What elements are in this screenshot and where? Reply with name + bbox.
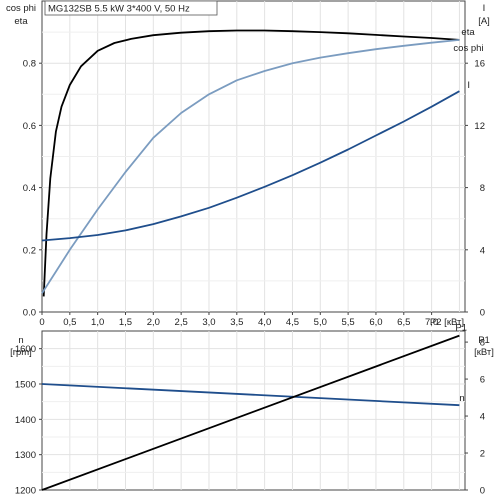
right-axis-tick-label: 12 [474,121,485,132]
x-axis-tick-label: 1,5 [119,317,132,328]
x-axis-tick-label: 4,0 [258,317,271,328]
series-label-cos-phi: cos phi [453,43,483,54]
chart-title: MG132SB 5.5 kW 3*400 V, 50 Hz [48,4,190,15]
x-axis-tick-label: 6,0 [369,317,382,328]
x-axis-tick-label: 2,5 [175,317,188,328]
bottom-chart-speed-power: 1200130014001500160002468n[rpm]P1[кВт]nP… [10,323,494,497]
left-axis-tick-label: 1600 [15,344,36,355]
x-axis-tick-label: 3,5 [230,317,243,328]
left-axis-title: n [18,335,23,346]
left-axis-tick-label: 0.0 [23,308,36,319]
series-line-eta [42,29,460,297]
series-line-I [41,90,460,242]
series-line-n [41,383,460,407]
series-line-P1 [41,334,460,491]
right-axis-title: [A] [478,16,490,27]
plot-frame [41,330,466,491]
left-axis-title: eta [14,16,28,27]
x-axis-tick-label: 3,0 [202,317,215,328]
left-axis-tick-label: 0.4 [23,183,36,194]
left-axis-title: cos phi [6,3,36,14]
right-axis-tick-label: 4 [480,245,485,256]
left-axis-tick-label: 0.2 [23,245,36,256]
x-axis-tick-label: 0,5 [63,317,76,328]
x-axis-title: P2 [кВт] [430,317,464,328]
x-axis-tick-label: 7,0 [425,317,438,328]
x-axis-tick-label: 2,0 [147,317,160,328]
right-axis-title: I [483,3,486,14]
left-axis-tick-label: 1400 [15,415,36,426]
right-axis-tick-label: 8 [480,183,485,194]
x-axis-tick-label: 0 [39,317,44,328]
right-axis-tick-label: 16 [474,59,485,70]
series-label-I: I [467,80,470,91]
right-axis-title: [кВт] [474,347,494,358]
left-axis-tick-label: 1200 [15,486,36,497]
left-axis-tick-label: 1300 [15,450,36,461]
series-label-eta: eta [461,27,475,38]
x-axis-tick-label: 1,0 [91,317,104,328]
x-axis-tick-label: 5,0 [314,317,327,328]
series-line-cos-phi [41,39,460,294]
left-axis-tick-label: 1500 [15,380,36,391]
left-axis-title: [rpm] [10,347,32,358]
top-chart-efficiency-current: 0.0 0.2 0.4 0.6 0.8 0 4 8 12 16 cos phi eta I [A] 0 0,5… [6,0,490,328]
right-axis-tick-label: 6 [480,375,485,386]
x-axis-tick-label: 5,5 [342,317,355,328]
right-axis-title: P1 [478,335,490,346]
series-label-n: n [459,393,464,404]
right-axis-tick-label: 0 [480,308,485,319]
series-label-P1: P1 [455,323,467,334]
right-axis-tick-label: 0 [480,486,485,497]
right-axis-tick-label: 4 [480,412,485,423]
chart-title-box: MG132SB 5.5 kW 3*400 V, 50 Hz [44,0,218,16]
x-axis-tick-label: 6,5 [397,317,410,328]
left-axis-tick-label: 0.8 [23,59,36,70]
right-axis-tick-label: 2 [480,449,485,460]
x-axis-tick-label: 4,5 [286,317,299,328]
right-axis-tick-label: 8 [480,338,485,349]
left-axis-tick-label: 0.6 [23,121,36,132]
